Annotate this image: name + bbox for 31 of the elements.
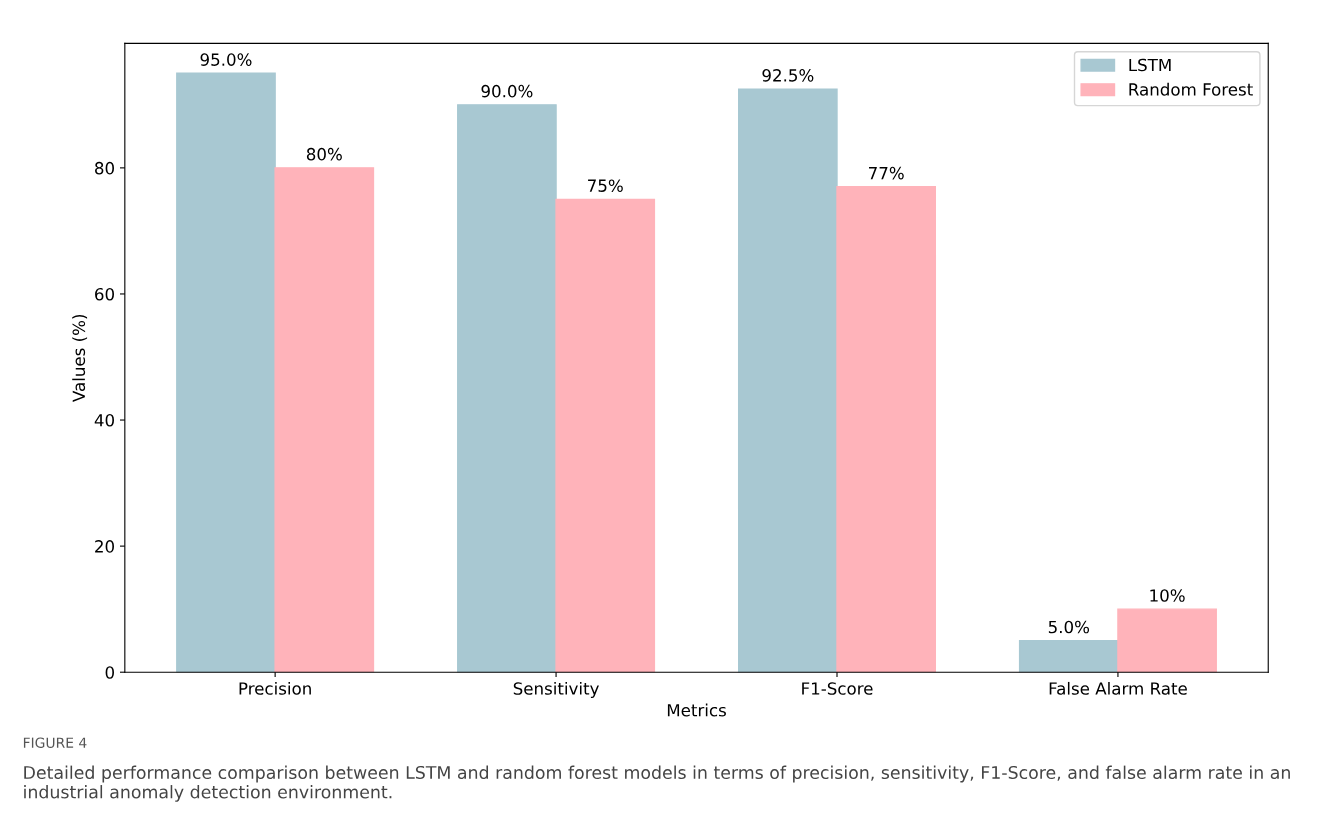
bar bbox=[274, 167, 375, 673]
data-label: 90.0% bbox=[481, 84, 533, 98]
y-tick-label: 40 bbox=[94, 414, 114, 427]
x-tick-label: Precision bbox=[239, 681, 311, 695]
bar bbox=[555, 198, 656, 673]
data-label: 77% bbox=[869, 166, 904, 180]
bar bbox=[1117, 608, 1217, 673]
bar bbox=[1018, 639, 1119, 673]
x-tick-label: F1-Score bbox=[802, 682, 873, 695]
data-label: 80% bbox=[306, 147, 342, 161]
y-axis-title: Values (%) bbox=[72, 314, 88, 402]
legend-label: LSTM bbox=[1129, 58, 1171, 72]
x-tick-label: Sensitivity bbox=[513, 681, 599, 699]
x-axis-title: Metrics bbox=[667, 703, 726, 717]
y-tick-label: 80 bbox=[95, 161, 114, 175]
data-label: 92.5% bbox=[762, 69, 814, 82]
data-label: 75% bbox=[588, 179, 623, 192]
bar bbox=[176, 72, 276, 673]
y-tick-label: 0 bbox=[105, 666, 114, 679]
caption: FIGURE 4 bbox=[23, 737, 87, 748]
data-label: 10% bbox=[1150, 589, 1185, 602]
y-tick-label: 20 bbox=[95, 540, 114, 553]
y-tick-label: 60 bbox=[95, 287, 114, 301]
data-label: 95.0% bbox=[200, 53, 252, 66]
x-tick-label: False Alarm Rate bbox=[1049, 681, 1187, 695]
bar bbox=[836, 186, 937, 673]
bar bbox=[457, 104, 557, 673]
bar bbox=[737, 88, 838, 673]
legend-label: Random Forest bbox=[1129, 82, 1253, 96]
data-label: 5.0% bbox=[1048, 620, 1090, 634]
text: Detailed performance comparison between LSTM and random forest models in terms of precision, sensitivity, F1-Score, and false alarm rate in an industrial anomaly detection environment. bbox=[24, 765, 1290, 802]
